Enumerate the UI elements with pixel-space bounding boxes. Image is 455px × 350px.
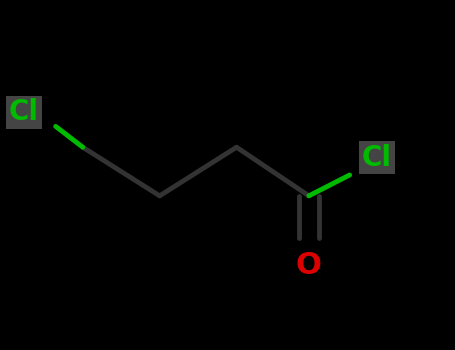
Text: O: O bbox=[296, 251, 322, 280]
Text: Cl: Cl bbox=[9, 98, 39, 126]
Text: Cl: Cl bbox=[362, 144, 392, 172]
